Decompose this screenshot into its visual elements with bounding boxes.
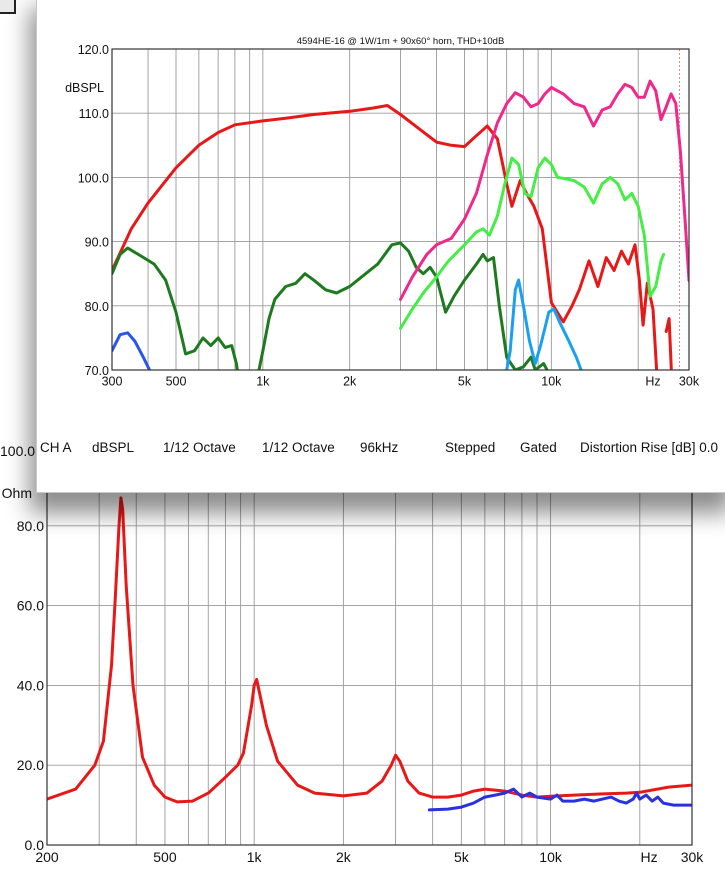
series-group: [47, 496, 692, 812]
status-item: Gated: [520, 440, 557, 455]
y-unit-label: Ohm: [2, 485, 32, 501]
x-tick-label: 30k: [681, 849, 705, 865]
x-tick-label: 2k: [336, 849, 352, 865]
chart-title: 4594HE-16 @ 1W/1m + 90x60° horn, THD+10d…: [297, 36, 505, 47]
y-tick-label: 20.0: [17, 757, 44, 773]
series-line-8: [687, 278, 689, 284]
series-line-1: [664, 317, 673, 370]
x-tick-label: 1k: [256, 375, 270, 389]
x-tick-label: 300: [102, 375, 123, 389]
x-unit-label: Hz: [641, 849, 658, 865]
status-item: dBSPL: [92, 440, 135, 455]
series-line-6: [399, 156, 666, 330]
y-tick-label: 120.0: [78, 43, 109, 57]
y-tick-label-clipped: 100.0: [0, 443, 35, 459]
x-tick-label: 1k: [247, 849, 263, 865]
y-tick-label: 100.0: [78, 171, 109, 185]
y-unit-label: dBSPL: [65, 81, 104, 95]
y-tick-label: 90.0: [85, 236, 109, 250]
y-tick-label: 80.0: [17, 518, 44, 534]
impedance-plot: 80.0 60.0 40.0 20.0 0.0 Ohm 200 500 1k 2k 5k 10k 30k…: [0, 443, 705, 865]
series-line-0: [47, 496, 692, 804]
status-item: 1/12 Octave: [262, 440, 335, 455]
series-line-0: [112, 104, 659, 370]
series-line-4: [112, 331, 152, 370]
series-line-1: [427, 787, 692, 812]
y-tick-label: 70.0: [85, 364, 109, 378]
series-line-7: [399, 79, 689, 301]
plot-area: [47, 446, 692, 845]
series-group: [112, 49, 689, 370]
x-tick-label: 5k: [454, 849, 470, 865]
x-tick-label: 200: [35, 849, 59, 865]
x-tick-label: 10k: [539, 849, 563, 865]
x-tick-label: 5k: [458, 375, 472, 389]
status-item: Stepped: [445, 440, 496, 455]
series-line-5: [505, 278, 583, 370]
x-tick-label: 30k: [679, 375, 700, 389]
plot-frame: [111, 48, 690, 371]
y-tick-label: 60.0: [17, 598, 44, 614]
status-item: CH A: [40, 440, 72, 455]
spl-chart-panel: 120.0 110.0 100.0 90.0 80.0 70.0 dBSPL 300 500 1k…: [36, 0, 725, 493]
x-tick-label: 2k: [343, 375, 357, 389]
series-line-2: [112, 246, 239, 370]
x-tick-label: 500: [166, 375, 187, 389]
y-tick-label: 80.0: [85, 300, 109, 314]
status-item: 96kHz: [360, 440, 399, 455]
impedance-chart: 80.0 60.0 40.0 20.0 0.0 Ohm 200 500 1k 2k 5k 10k 30k…: [0, 380, 725, 885]
window-corner-handle[interactable]: [0, 0, 16, 14]
status-item: Distortion Rise [dB] 0.0: [580, 440, 719, 455]
y-tick-label: 40.0: [17, 677, 44, 693]
x-tick-label: 10k: [541, 375, 562, 389]
y-tick-label: 0.0: [25, 837, 45, 853]
status-item: 1/12 Octave: [163, 440, 236, 455]
x-tick-label: 500: [153, 849, 177, 865]
status-bar: CH A dBSPL 1/12 Octave 1/12 Octave 96kHz Step…: [40, 440, 725, 458]
spl-plot: 120.0 110.0 100.0 90.0 80.0 70.0 dBSPL 300 500 1k…: [65, 36, 700, 389]
y-tick-label: 110.0: [79, 107, 109, 121]
x-unit-label: Hz: [645, 375, 660, 389]
